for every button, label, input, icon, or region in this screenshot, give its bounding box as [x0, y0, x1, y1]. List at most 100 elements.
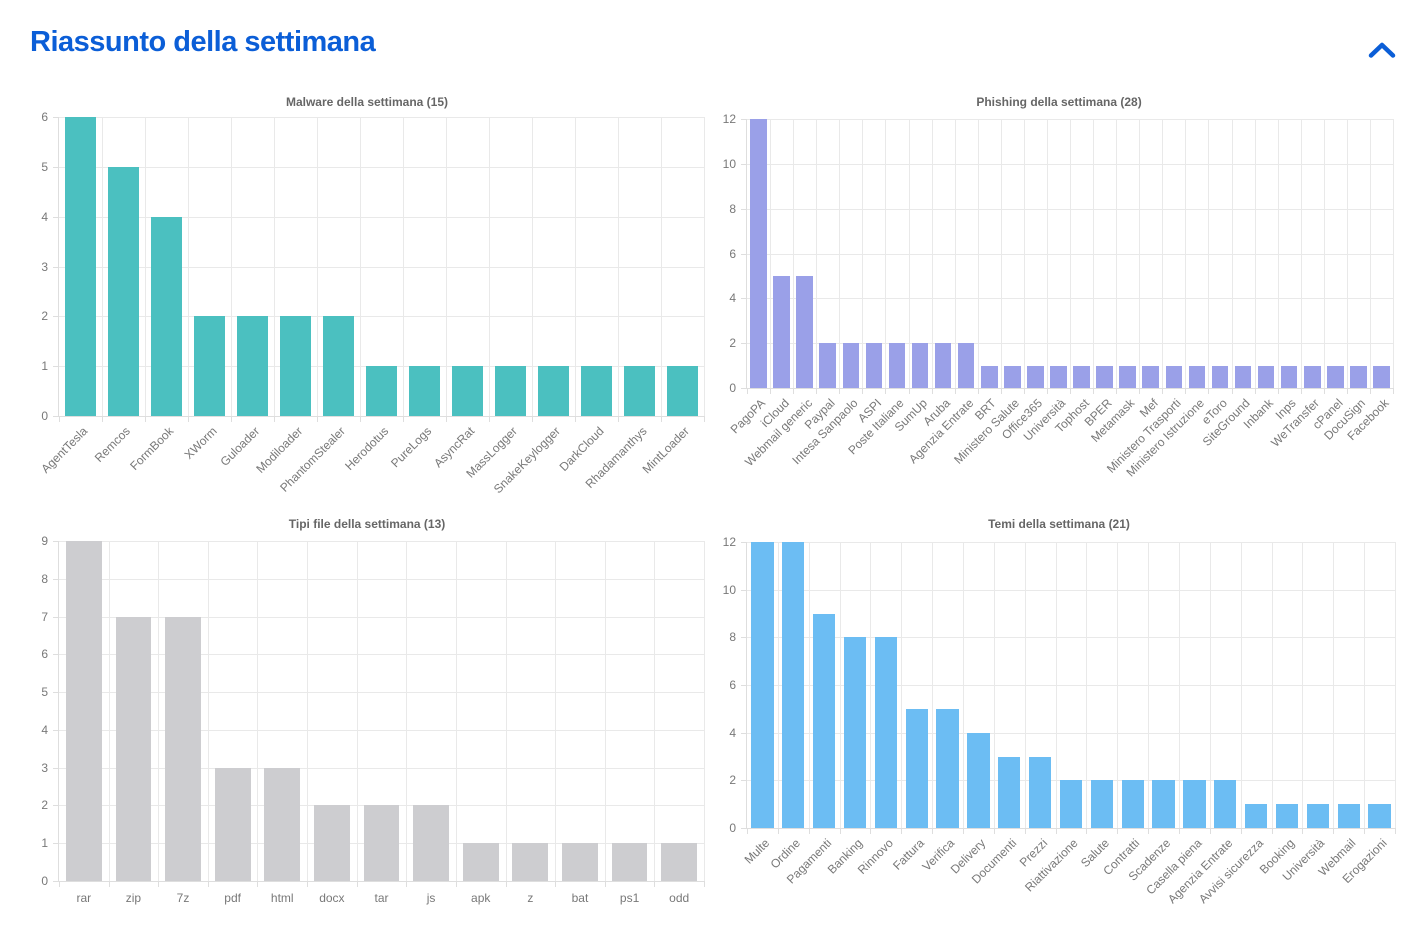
- x-tick-mark: [901, 828, 903, 834]
- x-tick-mark: [1346, 388, 1348, 394]
- gridline: [446, 117, 447, 416]
- gridline: [747, 589, 1395, 591]
- bar: [1152, 780, 1175, 828]
- bar: [1245, 804, 1268, 828]
- gridline: [1185, 119, 1187, 388]
- y-tick-mark: [53, 541, 59, 542]
- gridline: [1117, 542, 1119, 828]
- chart-canvas[interactable]: 0 2 4 6 8 10 12 Multe Ordine Pagamenti Banking Rinn…: [723, 535, 1396, 906]
- bar: [194, 316, 225, 416]
- y-tick-mark: [53, 578, 59, 580]
- x-tick-mark: [231, 416, 232, 422]
- bar: [888, 343, 906, 388]
- y-tick-mark: [741, 119, 747, 120]
- bar: [661, 843, 698, 881]
- x-axis-label: z: [527, 891, 534, 905]
- gridline: [1277, 119, 1279, 388]
- y-axis-label: 2: [729, 336, 736, 351]
- gridline: [59, 692, 704, 694]
- y-axis-label: 5: [41, 685, 48, 700]
- y-tick-mark: [53, 881, 59, 882]
- x-axis-label: html: [270, 891, 294, 905]
- bar: [957, 343, 975, 388]
- bar: [314, 805, 350, 881]
- bar: [1327, 365, 1344, 388]
- gridline: [908, 119, 910, 388]
- x-axis-label: 7z: [176, 891, 190, 905]
- gridline: [1393, 119, 1394, 388]
- gridline: [932, 542, 934, 828]
- bar: [1368, 804, 1391, 828]
- x-tick-mark: [360, 416, 361, 422]
- x-tick-mark: [1271, 828, 1273, 834]
- x-tick-mark: [145, 416, 146, 422]
- bar: [363, 805, 400, 881]
- x-axis-label-text: FormBook: [127, 424, 177, 474]
- x-tick-mark: [406, 881, 408, 887]
- gridline: [747, 732, 1395, 734]
- bar: [462, 843, 499, 881]
- chart-canvas[interactable]: 0 1 2 3 4 5 6 7 8 9 rar zip 7z pdf html docx tar js apk z ba…: [41, 534, 705, 905]
- gridline: [360, 117, 361, 416]
- x-tick-mark: [1055, 828, 1057, 834]
- gridline: [954, 119, 956, 388]
- y-axis-label: 3: [41, 760, 48, 775]
- x-tick-mark: [1240, 828, 1242, 834]
- x-tick-mark: [307, 881, 309, 887]
- bar: [1073, 365, 1090, 388]
- x-tick-mark: [1323, 388, 1325, 394]
- gridline: [59, 266, 704, 268]
- bar: [1119, 365, 1136, 388]
- gridline: [1070, 119, 1071, 388]
- y-axis-label: 4: [729, 291, 736, 306]
- gridline: [59, 216, 704, 218]
- x-tick-mark: [1086, 828, 1088, 834]
- y-tick-mark: [741, 343, 747, 345]
- gridline: [747, 542, 1395, 543]
- gridline: [59, 578, 704, 580]
- x-tick-mark: [618, 416, 619, 422]
- x-axis-label: pdf: [224, 891, 241, 905]
- y-axis-label: 9: [41, 534, 48, 548]
- bar: [581, 366, 612, 416]
- bar: [237, 316, 268, 416]
- x-tick-mark: [1148, 828, 1150, 834]
- gridline: [555, 541, 557, 881]
- y-tick-mark: [741, 388, 747, 389]
- x-tick-mark: [532, 416, 533, 422]
- gridline: [231, 117, 232, 416]
- gridline: [793, 119, 795, 388]
- bar: [911, 343, 929, 388]
- chart-canvas[interactable]: 0 1 2 3 4 5 6 AgentTesla Remcos FormBook XWorm Gulo…: [39, 110, 705, 496]
- x-tick-mark: [1393, 388, 1394, 394]
- y-tick-mark: [741, 542, 747, 543]
- gridline: [59, 767, 704, 769]
- chart-canvas[interactable]: 0 2 4 6 8 10 12 PagoPA iCloud Webmail generic Payp…: [723, 112, 1394, 479]
- gridline: [1209, 542, 1211, 828]
- chart-title: Temi della settimana (21): [988, 517, 1130, 531]
- x-tick-mark: [870, 828, 872, 834]
- x-axis-label: bat: [571, 891, 589, 905]
- y-tick-mark: [53, 616, 59, 618]
- bar: [1090, 780, 1113, 828]
- collapse-section-button[interactable]: [1365, 38, 1399, 62]
- x-tick-mark: [654, 881, 656, 887]
- gridline: [158, 541, 160, 881]
- y-axis-label: 3: [41, 259, 48, 274]
- y-axis-label: 2: [41, 798, 48, 813]
- x-tick-mark: [1024, 828, 1026, 834]
- gridline: [59, 316, 704, 318]
- x-tick-mark: [661, 416, 662, 422]
- gridline: [901, 542, 903, 828]
- x-tick-mark: [158, 881, 160, 887]
- bar: [280, 316, 311, 416]
- bar: [624, 366, 655, 416]
- bar: [323, 316, 354, 416]
- gridline: [816, 119, 818, 388]
- y-tick-mark: [53, 654, 59, 656]
- x-tick-mark: [356, 881, 358, 887]
- x-axis-label-text: Fattura: [889, 836, 927, 873]
- gridline: [274, 117, 275, 416]
- gridline: [59, 117, 704, 118]
- gridline: [1179, 542, 1180, 828]
